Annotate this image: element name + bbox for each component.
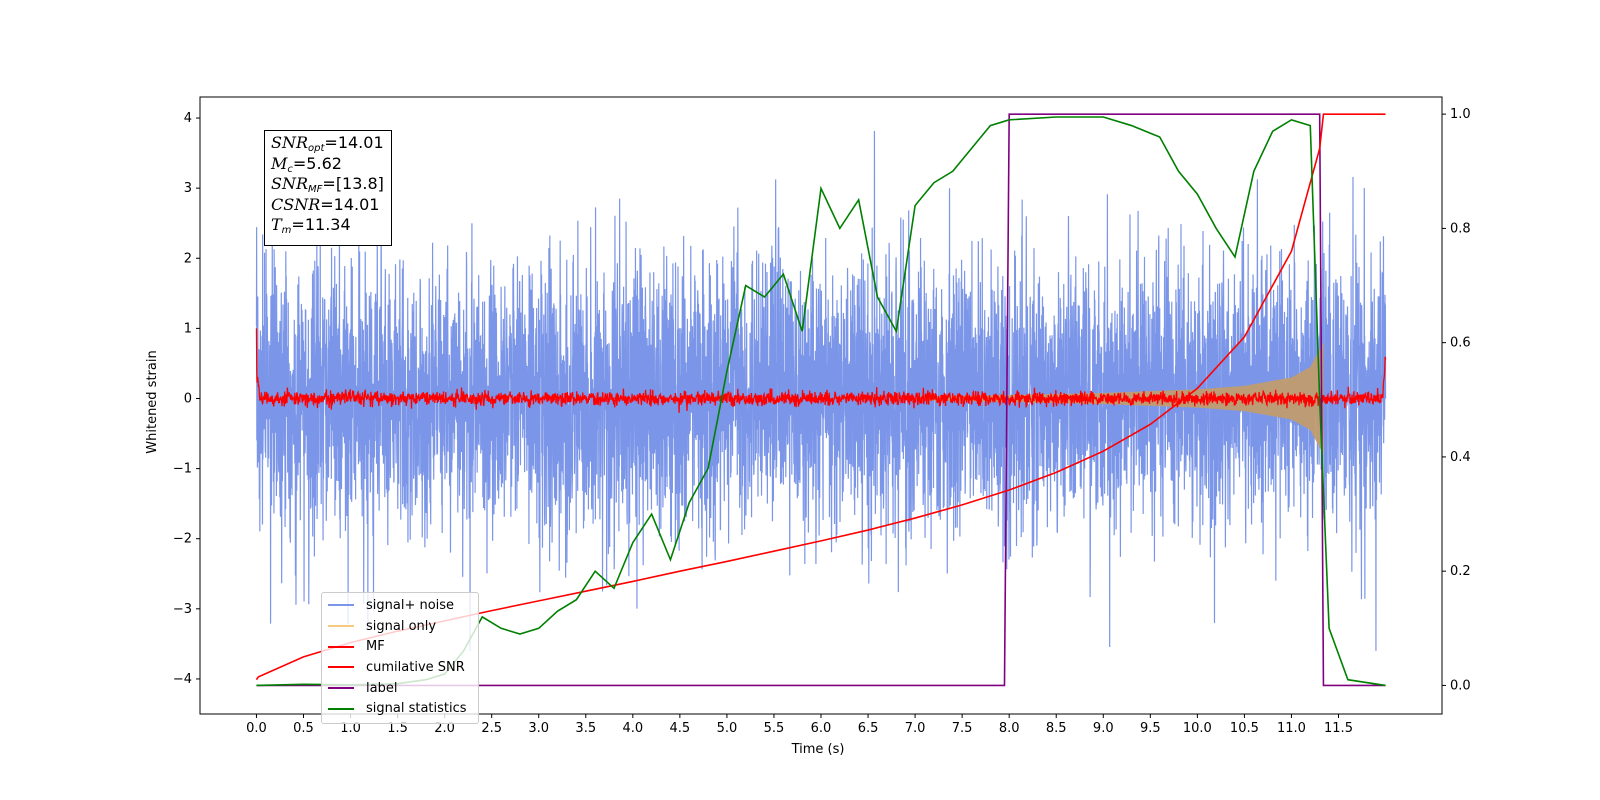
x-tick-label: 10.0 xyxy=(1183,721,1212,736)
series-label-line xyxy=(256,113,1386,687)
stats-annotation-box: SNRopt=14.01 Mc=5.62 SNRMF=[13.8] CSNR=1… xyxy=(264,130,392,246)
y-left-tick-label: 3 xyxy=(184,181,192,196)
snr-opt-value: =14.01 xyxy=(324,133,384,152)
y-right-tick-label: 0.2 xyxy=(1450,564,1471,579)
legend-swatch xyxy=(328,666,354,669)
x-tick-label: 11.0 xyxy=(1277,721,1306,736)
x-tick-label: 7.0 xyxy=(905,721,926,736)
y-left-tick-label: −2 xyxy=(173,532,192,547)
snr-opt-line: SNRopt=14.01 xyxy=(271,133,385,154)
legend-label: MF xyxy=(366,639,385,655)
legend-swatch xyxy=(328,625,354,628)
snr-mf-value: =[13.8] xyxy=(322,174,384,193)
y-left-tick-label: −3 xyxy=(173,602,192,617)
snr-opt-subscript: opt xyxy=(308,143,325,154)
x-tick-label: 8.5 xyxy=(1046,721,1067,736)
legend-item-signal-only: signal only xyxy=(328,616,472,637)
x-tick-label: 10.5 xyxy=(1230,721,1259,736)
tm-value: =11.34 xyxy=(291,215,351,234)
x-tick-label: 11.5 xyxy=(1324,721,1353,736)
mc-value: =5.62 xyxy=(292,153,342,173)
tm-line: Tm=11.34 xyxy=(271,215,385,236)
x-tick-label: 1.0 xyxy=(340,721,361,736)
legend-swatch xyxy=(328,604,354,607)
legend-item-label: label xyxy=(328,678,472,699)
y-left-tick-label: 2 xyxy=(184,251,192,266)
y-left-tick-label: 0 xyxy=(184,391,192,406)
x-tick-label: 7.5 xyxy=(952,721,973,736)
y-right-tick-label: 0.6 xyxy=(1450,336,1471,351)
x-tick-label: 8.0 xyxy=(999,721,1020,736)
series-signal-statistics-line xyxy=(256,116,1386,687)
x-tick-label: 2.5 xyxy=(481,721,502,736)
x-tick-label: 6.0 xyxy=(811,721,832,736)
legend-item-signal-statistics: signal statistics xyxy=(328,698,472,719)
x-tick-label: 9.0 xyxy=(1093,721,1114,736)
legend-swatch xyxy=(328,687,354,690)
legend-item-cumulative-snr: cumilative SNR xyxy=(328,657,472,678)
legend-swatch xyxy=(328,707,354,710)
mc-line: Mc=5.62 xyxy=(271,154,385,175)
x-tick-label: 5.0 xyxy=(717,721,738,736)
tm-subscript: m xyxy=(281,225,292,236)
snr-opt-symbol: SNR xyxy=(271,133,309,152)
csnr-symbol: CSNR xyxy=(271,194,321,214)
y-right-tick-label: 1.0 xyxy=(1450,107,1471,122)
legend-label: signal statistics xyxy=(366,701,467,717)
y-right-tick-label: 0.8 xyxy=(1450,221,1471,236)
y-left-tick-label: 4 xyxy=(184,111,192,126)
legend-item-signal-noise: signal+ noise xyxy=(328,595,472,616)
csnr-line: CSNR=14.01 xyxy=(271,195,385,216)
legend-label: cumilative SNR xyxy=(366,659,465,675)
mc-symbol: M xyxy=(271,153,288,173)
x-tick-label: 5.5 xyxy=(764,721,785,736)
mc-subscript: c xyxy=(287,163,293,175)
x-tick-label: 3.5 xyxy=(575,721,596,736)
x-tick-label: 4.5 xyxy=(670,721,691,736)
legend-label: signal only xyxy=(366,618,437,634)
legend: signal+ noise signal only MF cumilative … xyxy=(321,592,479,724)
legend-label: signal+ noise xyxy=(366,597,455,613)
y-right-tick-label: 0.4 xyxy=(1450,450,1471,465)
y-left-tick-label: −4 xyxy=(173,672,192,687)
legend-label: label xyxy=(366,680,398,696)
x-tick-label: 9.5 xyxy=(1140,721,1161,736)
snr-mf-subscript: MF xyxy=(308,184,323,195)
x-tick-label: 2.0 xyxy=(434,721,455,736)
x-tick-label: 6.5 xyxy=(858,721,879,736)
x-tick-label: 0.5 xyxy=(293,721,314,736)
legend-swatch xyxy=(328,645,354,648)
x-tick-label: 4.0 xyxy=(622,721,643,736)
y-left-tick-label: −1 xyxy=(173,462,192,477)
y-right-tick-label: 0.0 xyxy=(1450,678,1471,693)
series-mf-line xyxy=(255,328,1387,413)
legend-item-mf: MF xyxy=(328,636,472,657)
x-tick-label: 0.0 xyxy=(246,721,267,736)
y-axis-label: Whitened strain xyxy=(145,350,160,453)
tm-symbol: T xyxy=(271,215,282,234)
csnr-value: =14.01 xyxy=(320,194,380,214)
x-axis-label: Time (s) xyxy=(791,742,845,757)
snr-mf-symbol: SNR xyxy=(271,174,309,193)
x-tick-label: 3.0 xyxy=(528,721,549,736)
y-left-tick-label: 1 xyxy=(184,321,192,336)
x-tick-label: 1.5 xyxy=(387,721,408,736)
snr-mf-line: SNRMF=[13.8] xyxy=(271,174,385,195)
